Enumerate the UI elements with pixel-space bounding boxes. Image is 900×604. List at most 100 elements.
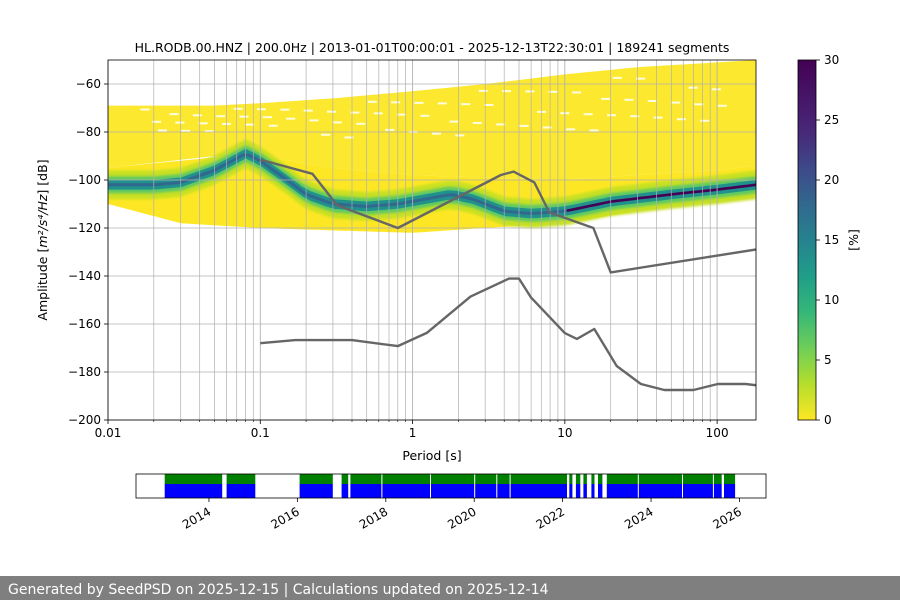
density-speckle xyxy=(455,134,465,137)
coverage-segment-bottom xyxy=(606,484,722,498)
plot-area: 0.01 0.1 1 10 100 −200 −180 −160 −140 −120 −100 −8… xyxy=(68,59,757,440)
density-speckle xyxy=(356,122,366,125)
density-speckle xyxy=(140,108,150,111)
density-speckle xyxy=(519,124,529,127)
coverage-segment-top xyxy=(598,474,603,484)
coverage-segment-bottom xyxy=(591,484,595,498)
x-tick-label: 0.01 xyxy=(95,426,122,440)
density-speckle xyxy=(262,116,272,119)
density-speckle xyxy=(350,111,360,114)
coverage-segment-top xyxy=(583,474,587,484)
new-low-noise-model-line xyxy=(260,277,756,392)
coverage-gap xyxy=(381,474,383,498)
y-axis-label: Amplitude [m²/s⁴/Hz] [dB] xyxy=(35,159,50,320)
density-speckle xyxy=(268,124,278,127)
density-speckle xyxy=(607,114,616,117)
y-tick-label: −120 xyxy=(68,221,101,235)
density-speckle xyxy=(694,103,704,106)
density-speckle xyxy=(157,129,167,132)
density-speckle xyxy=(449,120,459,123)
time-coverage: 2014 2016 2018 2020 2022 2024 2026 xyxy=(135,473,767,532)
colorbar-tick-label: 30 xyxy=(824,53,839,67)
y-tick-label: −60 xyxy=(76,77,101,91)
colorbar-tick-label: 15 xyxy=(824,233,839,247)
y-tick-label: −200 xyxy=(68,413,101,427)
coverage-gap xyxy=(712,474,714,498)
density-speckle xyxy=(472,122,482,124)
density-speckle xyxy=(245,123,255,126)
density-speckle xyxy=(397,113,406,116)
coverage-gap xyxy=(509,474,511,498)
year-tick-label: 2026 xyxy=(711,504,744,531)
x-tick-label: 10 xyxy=(557,426,572,440)
new-high-noise-model-line xyxy=(259,158,756,274)
density-peak-line xyxy=(566,183,756,212)
y-tick-label: −160 xyxy=(68,317,101,331)
density-speckle xyxy=(309,119,319,122)
coverage-segment-top xyxy=(606,474,722,484)
y-tick-label: −180 xyxy=(68,365,101,379)
x-tick-label: 0.1 xyxy=(251,426,270,440)
density-speckle xyxy=(216,115,226,118)
footer-bar: Generated by SeedPSD on 2025-12-15 | Cal… xyxy=(0,576,900,600)
density-speckle xyxy=(688,86,698,89)
density-speckle xyxy=(676,118,686,121)
coverage-segment-top xyxy=(569,474,573,484)
chart-title: HL.RODB.00.HNZ | 200.0Hz | 2013-01-01T00… xyxy=(135,40,730,55)
coverage-segment-bottom xyxy=(341,484,349,498)
density-speckle xyxy=(630,115,640,118)
coverage-gap xyxy=(682,474,683,498)
plot-frame xyxy=(107,59,757,421)
density-speckle xyxy=(589,129,599,132)
coverage-segment-top xyxy=(350,474,567,484)
x-axis-ticks: 0.01 0.1 1 10 100 xyxy=(95,420,729,440)
grid-lines xyxy=(107,60,756,421)
colorbar-tick-label: 20 xyxy=(824,173,839,187)
coverage-segment-bottom xyxy=(724,484,736,498)
x-tick-label: 1 xyxy=(409,426,417,440)
density-speckle xyxy=(583,113,593,116)
coverage-segment-top xyxy=(164,474,223,484)
coverage-segment-top xyxy=(299,474,333,484)
density-speckle xyxy=(175,121,185,124)
coverage-segment-top xyxy=(724,474,736,484)
density-speckle xyxy=(636,77,646,80)
density-speckle xyxy=(671,101,681,104)
density-speckle xyxy=(286,117,296,120)
density-speckle xyxy=(391,101,401,104)
year-tick-label: 2014 xyxy=(180,504,213,531)
density-speckle xyxy=(332,121,342,124)
coverage-bars xyxy=(164,474,736,498)
density-speckle xyxy=(373,112,383,115)
density-speckle xyxy=(367,100,377,103)
density-speckle xyxy=(385,128,395,131)
year-tick-label: 2020 xyxy=(445,504,478,531)
year-tick-label: 2016 xyxy=(268,504,301,531)
density-speckle xyxy=(711,88,721,91)
density-speckle xyxy=(612,76,622,79)
density-speckle xyxy=(548,90,558,93)
density-speckle xyxy=(303,109,313,112)
coverage-gap xyxy=(637,474,639,498)
density-speckle xyxy=(169,113,179,116)
density-speckle xyxy=(572,91,581,94)
density-speckle xyxy=(204,130,214,133)
colorbar-tick-label: 0 xyxy=(824,413,832,427)
footer-text: Generated by SeedPSD on 2025-12-15 | Cal… xyxy=(8,582,549,598)
coverage-segment-bottom xyxy=(299,484,333,498)
density-speckle xyxy=(496,123,506,126)
colorbar-tick-label: 5 xyxy=(824,353,832,367)
density-sparse-band xyxy=(108,60,756,180)
density-speckle xyxy=(321,133,331,136)
coverage-gap xyxy=(474,474,476,498)
coverage-segment-top xyxy=(575,474,581,484)
coverage-segment-bottom xyxy=(164,484,223,498)
density-speckle xyxy=(601,97,611,100)
density-speckle xyxy=(717,104,727,107)
coverage-segment-bottom xyxy=(226,484,256,498)
density-speckle xyxy=(700,119,710,122)
density-speckle xyxy=(414,101,424,104)
density-speckle xyxy=(525,90,535,93)
density-speckle xyxy=(420,114,430,117)
x-tick-label: 100 xyxy=(706,426,729,440)
